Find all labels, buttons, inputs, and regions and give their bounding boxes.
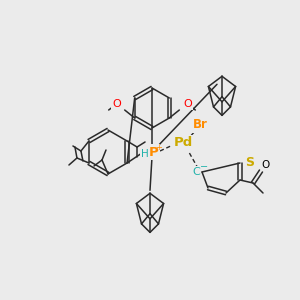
- Text: Br: Br: [193, 118, 207, 131]
- Text: C: C: [192, 167, 200, 177]
- Text: Pd: Pd: [173, 136, 193, 149]
- Text: S: S: [245, 157, 254, 169]
- Text: +: +: [156, 142, 162, 152]
- Text: O: O: [183, 99, 192, 109]
- Text: −: −: [200, 162, 208, 172]
- Text: H: H: [141, 149, 149, 159]
- Text: O: O: [112, 99, 121, 109]
- Text: O: O: [261, 160, 269, 170]
- Text: P: P: [149, 146, 159, 158]
